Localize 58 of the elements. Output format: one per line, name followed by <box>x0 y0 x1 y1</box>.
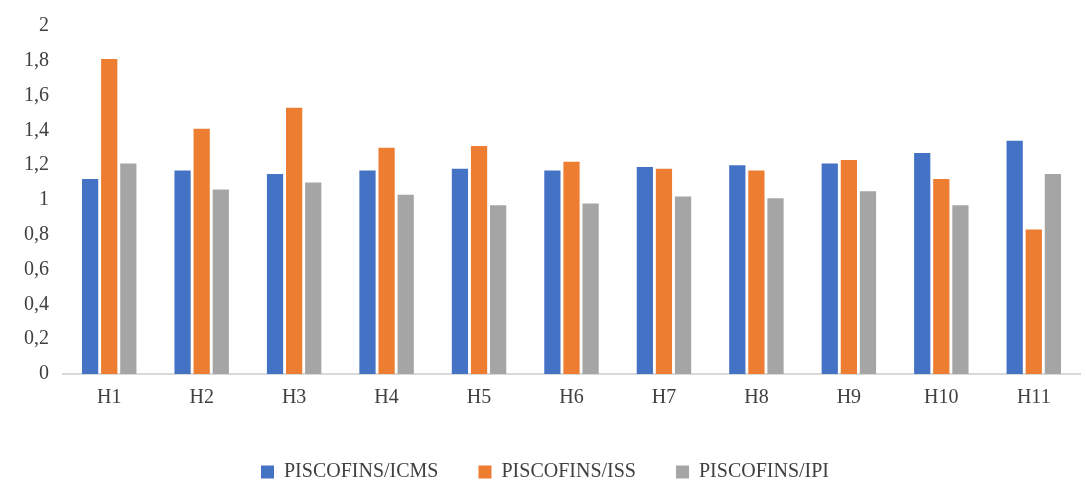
bar <box>729 165 746 374</box>
y-tick-label: 1,4 <box>24 117 49 140</box>
bar <box>266 173 284 374</box>
bar <box>1006 140 1023 374</box>
y-tick-label: 0,4 <box>24 291 49 314</box>
legend-label: PISCOFINS/IPI <box>698 459 830 482</box>
bar <box>305 182 322 374</box>
bar <box>655 168 673 374</box>
bar <box>451 168 469 374</box>
bar <box>767 198 784 374</box>
bar <box>636 166 653 374</box>
bar <box>359 170 376 374</box>
x-tick-label: H7 <box>651 385 677 408</box>
legend-label: PISCOFINS/ISS <box>501 459 636 482</box>
bar <box>748 170 765 374</box>
bar <box>286 107 303 374</box>
x-tick-label: H10 <box>924 385 959 408</box>
bar <box>1044 173 1061 374</box>
x-tick-label: H6 <box>559 385 584 408</box>
y-tick-label: 0,2 <box>24 326 49 349</box>
bar <box>82 179 99 374</box>
bar <box>563 161 580 374</box>
x-tick-label: H8 <box>744 385 769 408</box>
x-tick-label: H9 <box>836 385 862 408</box>
bar <box>101 59 118 374</box>
bar <box>952 205 969 374</box>
bar <box>544 170 561 374</box>
x-tick-label: H2 <box>189 385 214 408</box>
x-tick-label: H4 <box>374 385 399 408</box>
bar <box>933 179 950 374</box>
bar <box>174 170 191 374</box>
bar <box>120 163 137 374</box>
bar <box>1025 229 1042 374</box>
bar <box>490 205 507 374</box>
bar <box>193 128 210 374</box>
bar <box>821 163 838 374</box>
bar <box>378 147 395 374</box>
y-tick-label: 2 <box>39 13 49 36</box>
y-tick-label: 1,2 <box>24 152 49 175</box>
x-tick-label: H1 <box>97 385 122 408</box>
y-tick-label: 0 <box>39 361 49 384</box>
x-tick-label: H5 <box>466 385 492 408</box>
y-tick-label: 1,6 <box>24 82 49 105</box>
bar <box>397 194 414 374</box>
bar <box>674 196 692 374</box>
y-tick-label: 1 <box>39 187 49 210</box>
x-tick-label: H3 <box>281 385 307 408</box>
y-tick-label: 0,8 <box>24 222 49 245</box>
x-tick-label: H11 <box>1016 385 1051 408</box>
legend-label: PISCOFINS/ICMS <box>283 459 439 482</box>
bar <box>914 153 931 374</box>
y-tick-label: 0,6 <box>24 256 49 279</box>
bar <box>212 189 229 374</box>
bar <box>582 203 599 374</box>
y-tick-label: 1,8 <box>24 48 49 71</box>
bar <box>470 146 488 374</box>
bar <box>859 191 877 374</box>
bar <box>840 159 857 374</box>
